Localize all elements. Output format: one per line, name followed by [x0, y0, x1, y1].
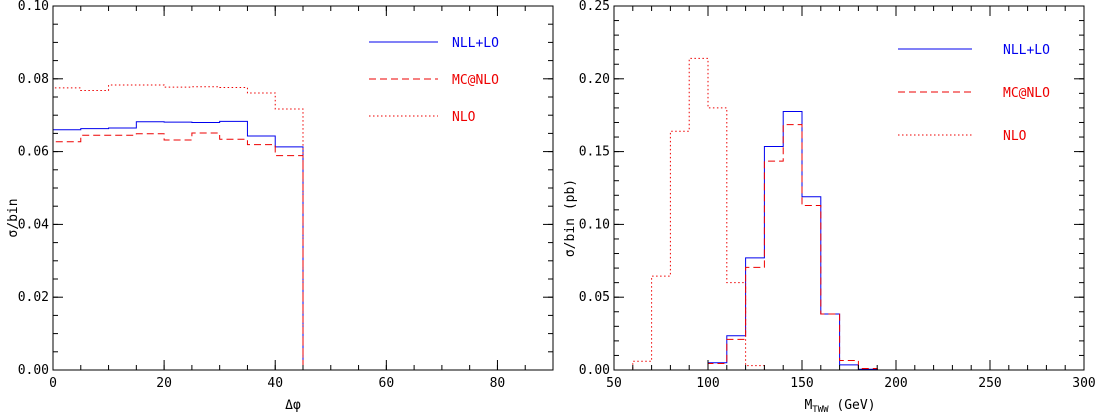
left-chart-y-tick-label: 0.06	[18, 145, 49, 160]
right-chart-frame	[613, 5, 1085, 371]
left-chart-x-axis-label: Δφ	[285, 398, 301, 413]
left-chart-y-tick-label: 0.10	[18, 0, 49, 14]
right-chart-series-mc-nlo	[614, 124, 1084, 371]
left-chart-legend: NLL+LO MC@NLO NLO	[369, 36, 499, 125]
right-chart-tick-labels: 50 100 150 200 250 300 0.00 0.05 0.10 0.15 0.20 0.2…	[579, 0, 1096, 391]
right-chart-y-tick-label: 0.15	[579, 145, 610, 160]
right-chart-series-nll-lo	[614, 111, 1084, 371]
left-chart-y-tick-label: 0.08	[18, 72, 49, 87]
left-chart-x-tick-label: 0	[49, 376, 57, 391]
right-chart-panel: 50 100 150 200 250 300 0.00 0.05 0.10 0.15 0.20 0.2…	[563, 0, 1096, 414]
legend-label-nll-lo: NLL+LO	[1003, 43, 1050, 58]
right-chart-ticks	[613, 5, 1085, 371]
right-chart-y-tick-label: 0.05	[579, 290, 610, 305]
right-chart-y-tick-label: 0.00	[579, 363, 610, 378]
left-chart-y-tick-label: 0.02	[18, 290, 49, 305]
legend-label-mc-nlo: MC@NLO	[452, 73, 499, 88]
right-chart-x-tick-label: 250	[978, 376, 1001, 391]
right-chart-y-tick-label: 0.10	[579, 217, 610, 232]
legend-entry-mc-nlo: MC@NLO	[898, 86, 1050, 101]
right-chart-x-tick-label: 150	[790, 376, 813, 391]
left-chart-x-tick-label: 40	[267, 376, 283, 391]
legend-entry-nll-lo: NLL+LO	[898, 43, 1050, 58]
left-chart-y-tick-label: 0.00	[18, 363, 49, 378]
right-chart-x-tick-label: 50	[606, 376, 622, 391]
left-chart-y-tick-label: 0.04	[18, 217, 49, 232]
left-chart-ticks	[52, 5, 554, 371]
legend-label-mc-nlo: MC@NLO	[1003, 86, 1050, 101]
legend-label-nll-lo: NLL+LO	[452, 36, 499, 51]
right-chart-x-axis-label-sub: TWW	[812, 405, 829, 414]
right-chart-x-tick-label: 200	[884, 376, 907, 391]
left-chart-x-tick-label: 60	[379, 376, 395, 391]
right-chart-x-tick-label: 100	[696, 376, 719, 391]
legend-entry-nll-lo: NLL+LO	[369, 36, 499, 51]
legend-label-nlo: NLO	[452, 110, 476, 125]
left-chart-tick-labels: 0 20 40 60 80 0.00 0.02 0.04 0.06 0.08 0.10	[18, 0, 506, 391]
right-chart-x-tick-label: 300	[1072, 376, 1095, 391]
legend-entry-mc-nlo: MC@NLO	[369, 73, 499, 88]
right-chart-x-axis-label-main: M	[804, 398, 812, 413]
right-chart-series-nlo	[614, 57, 1084, 371]
left-chart-curves	[52, 84, 553, 371]
legend-entry-nlo: NLO	[898, 129, 1027, 144]
left-chart-x-tick-label: 80	[490, 376, 506, 391]
right-chart-y-tick-label: 0.25	[579, 0, 610, 14]
left-chart-y-axis-label: σ/bin	[6, 198, 21, 237]
legend-entry-nlo: NLO	[369, 110, 476, 125]
left-chart-x-tick-label: 20	[156, 376, 172, 391]
legend-label-nlo: NLO	[1003, 129, 1027, 144]
right-chart-y-axis-label: σ/bin (pb)	[563, 179, 578, 257]
right-chart-legend: NLL+LO MC@NLO NLO	[898, 43, 1050, 144]
right-chart-curves	[614, 57, 1084, 371]
right-chart-x-axis-label: MTWW (GeV)	[804, 398, 875, 414]
left-chart-panel: 0 20 40 60 80 0.00 0.02 0.04 0.06 0.08 0.10 Δφ σ/b…	[6, 0, 554, 413]
right-chart-x-axis-label-unit: (GeV)	[829, 398, 876, 413]
right-chart-y-tick-label: 0.20	[579, 72, 610, 87]
